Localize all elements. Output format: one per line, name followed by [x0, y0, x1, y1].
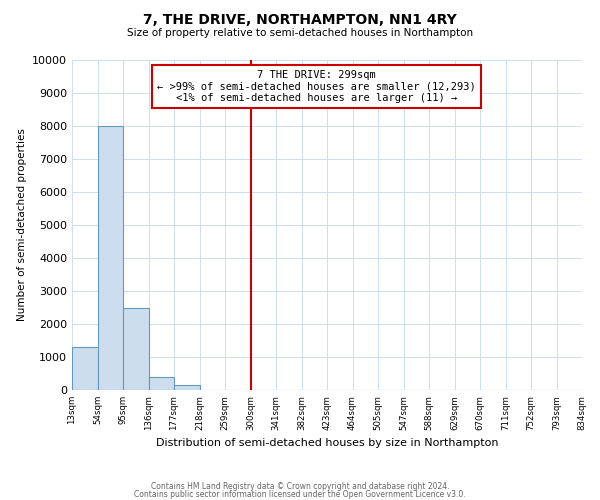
- Text: 7, THE DRIVE, NORTHAMPTON, NN1 4RY: 7, THE DRIVE, NORTHAMPTON, NN1 4RY: [143, 12, 457, 26]
- Bar: [174, 385, 199, 390]
- Bar: [97, 126, 123, 390]
- Text: Size of property relative to semi-detached houses in Northampton: Size of property relative to semi-detach…: [127, 28, 473, 38]
- X-axis label: Distribution of semi-detached houses by size in Northampton: Distribution of semi-detached houses by …: [156, 438, 498, 448]
- Bar: [149, 377, 174, 390]
- Text: Contains HM Land Registry data © Crown copyright and database right 2024.: Contains HM Land Registry data © Crown c…: [151, 482, 449, 491]
- Y-axis label: Number of semi-detached properties: Number of semi-detached properties: [17, 128, 26, 322]
- Text: Contains public sector information licensed under the Open Government Licence v3: Contains public sector information licen…: [134, 490, 466, 499]
- Bar: [72, 347, 97, 390]
- Text: 7 THE DRIVE: 299sqm
← >99% of semi-detached houses are smaller (12,293)
<1% of s: 7 THE DRIVE: 299sqm ← >99% of semi-detac…: [157, 70, 476, 103]
- Bar: [123, 308, 149, 390]
